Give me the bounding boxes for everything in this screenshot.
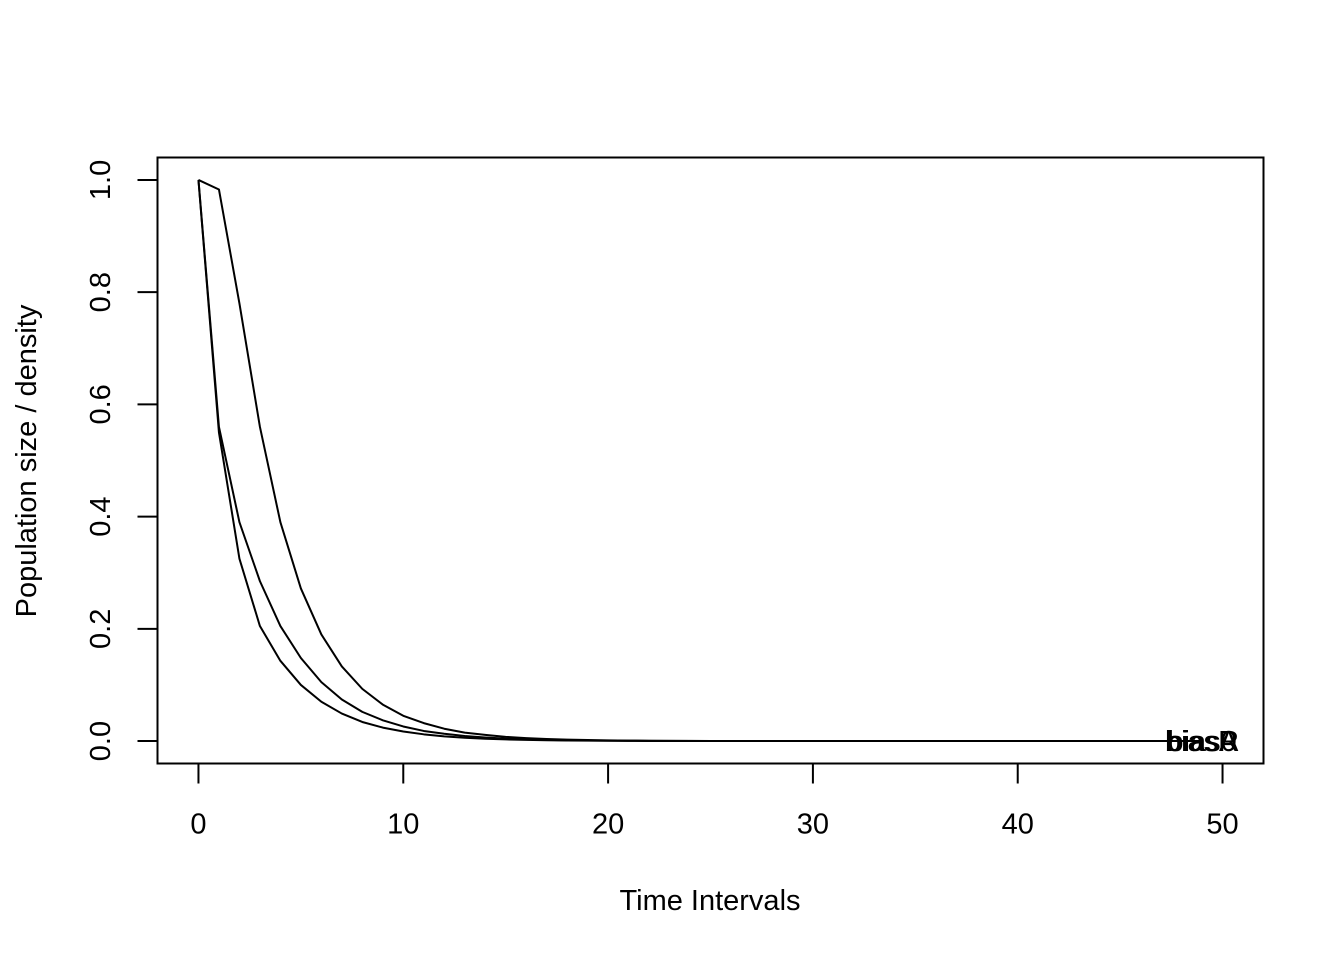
series-line-2 bbox=[197, 179, 1203, 743]
y-axis: 0.0 0.2 0.4 0.6 0.8 1.0 bbox=[85, 160, 159, 761]
y-tick-label: 1.0 bbox=[85, 160, 117, 200]
y-tick-label: 0.4 bbox=[85, 496, 117, 536]
x-tick-label: 40 bbox=[1002, 809, 1034, 841]
y-tick-label: 0.6 bbox=[85, 384, 117, 424]
x-tick-label: 50 bbox=[1206, 809, 1238, 841]
y-tick-label: 0.0 bbox=[85, 721, 117, 761]
series-layer bbox=[197, 179, 1203, 743]
x-axis: 0 10 20 30 40 50 bbox=[190, 762, 1239, 841]
series-line-1 bbox=[198, 179, 1203, 743]
x-tick-label: 20 bbox=[592, 809, 624, 841]
end-label-2: bias0 bbox=[1167, 726, 1236, 758]
y-tick-label: 0.2 bbox=[85, 609, 117, 649]
x-axis-label: Time Intervals bbox=[619, 885, 800, 917]
end-label-3: biasR bbox=[1165, 726, 1239, 758]
plot-frame bbox=[156, 156, 1265, 765]
series-line-3 bbox=[197, 179, 1203, 743]
y-axis-label: Population size / density bbox=[11, 304, 43, 617]
x-tick-label: 30 bbox=[797, 809, 829, 841]
y-tick-label: 0.8 bbox=[85, 272, 117, 312]
x-tick-label: 10 bbox=[387, 809, 419, 841]
end-label-1: biasA bbox=[1166, 726, 1239, 758]
x-tick-label: 0 bbox=[190, 809, 206, 841]
